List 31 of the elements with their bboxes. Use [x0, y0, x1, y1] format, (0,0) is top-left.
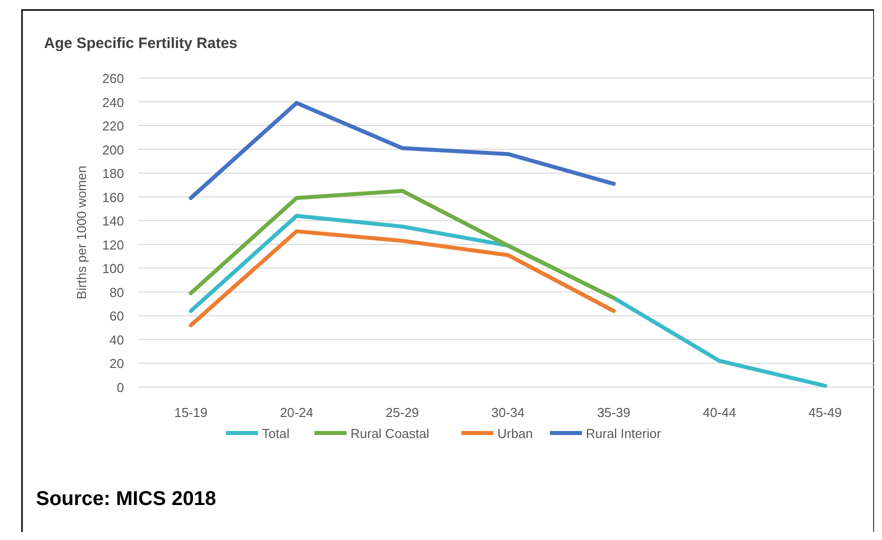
line-series: [188, 229, 616, 328]
line-series: [188, 188, 616, 300]
y-tick-label: 40: [110, 332, 124, 348]
source-note: Source: MICS 2018: [36, 488, 216, 510]
y-tick-label: 220: [102, 118, 124, 134]
legend-label: Urban: [497, 426, 533, 441]
x-tick-label: 40-44: [702, 405, 736, 420]
y-tick-label: 260: [102, 71, 124, 86]
y-tick-label: 240: [102, 94, 124, 110]
y-tick-label: 200: [102, 142, 124, 158]
y-tick-label: 0: [116, 380, 124, 395]
y-tick-label: 100: [102, 261, 124, 276]
x-tick-label: 25-29: [386, 405, 419, 420]
legend-label: Total: [262, 426, 290, 441]
y-tick-label: 140: [102, 214, 124, 229]
legend-label: Rural Coastal: [350, 426, 430, 441]
x-tick-label: 45-49: [808, 405, 842, 420]
x-tick-label: 20-24: [280, 405, 314, 420]
y-axis-title: Births per 1000 women: [74, 166, 89, 300]
line-series: [188, 100, 616, 200]
legend-label: Rural Interior: [586, 426, 662, 441]
x-tick-label: 35-39: [597, 405, 630, 420]
y-tick-label: 20: [110, 356, 124, 372]
y-tick-label: 180: [102, 166, 124, 182]
y-tick-label: 160: [102, 190, 124, 205]
y-tick-label: 60: [110, 308, 124, 324]
y-tick-label: 80: [110, 284, 124, 300]
chart-title: Age Specific Fertility Rates: [44, 35, 238, 52]
x-tick-label: 15-19: [174, 405, 208, 420]
x-tick-label: 30-34: [491, 405, 525, 420]
y-tick-label: 120: [102, 237, 124, 252]
